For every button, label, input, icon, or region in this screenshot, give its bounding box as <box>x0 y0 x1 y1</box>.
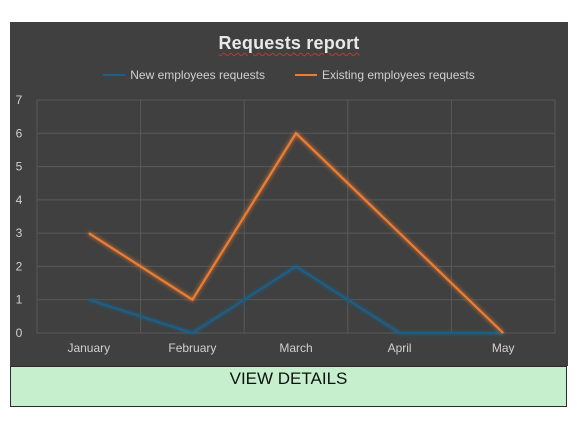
legend-swatch-new-employees <box>103 74 126 76</box>
x-tick-label: April <box>388 341 412 355</box>
legend: New employees requests Existing employee… <box>10 68 568 82</box>
y-tick-label: 5 <box>16 160 23 174</box>
chart-title: Requests report <box>10 33 568 54</box>
legend-label-existing-employees: Existing employees requests <box>321 68 475 82</box>
x-axis-ticks: January February March April May <box>67 341 514 355</box>
legend-label-new-employees: New employees requests <box>130 68 265 82</box>
y-axis-ticks: 0 1 2 3 4 5 6 7 <box>16 93 23 340</box>
legend-swatch-existing-employees <box>294 74 317 76</box>
y-tick-label: 4 <box>16 193 23 207</box>
x-tick-label: March <box>279 341 312 355</box>
y-tick-label: 7 <box>16 93 23 107</box>
y-tick-label: 3 <box>16 226 23 240</box>
y-tick-label: 0 <box>16 326 23 340</box>
x-tick-label: February <box>168 341 216 355</box>
x-tick-label: May <box>492 341 515 355</box>
chart-title-text: Requests report <box>218 33 360 53</box>
legend-item-new-employees: New employees requests <box>103 68 265 82</box>
line-chart: 0 1 2 3 4 5 6 7 January February March April May <box>16 93 556 355</box>
x-tick-label: January <box>67 341 110 355</box>
view-details-button[interactable]: VIEW DETAILS <box>10 366 567 407</box>
y-tick-label: 1 <box>16 293 23 307</box>
grid <box>36 99 556 334</box>
series-lines <box>88 131 504 335</box>
chart-panel: Requests report New employees requests E… <box>10 22 568 366</box>
legend-item-existing-employees: Existing employees requests <box>294 68 475 82</box>
y-tick-label: 2 <box>16 259 23 273</box>
y-tick-label: 6 <box>16 126 23 140</box>
